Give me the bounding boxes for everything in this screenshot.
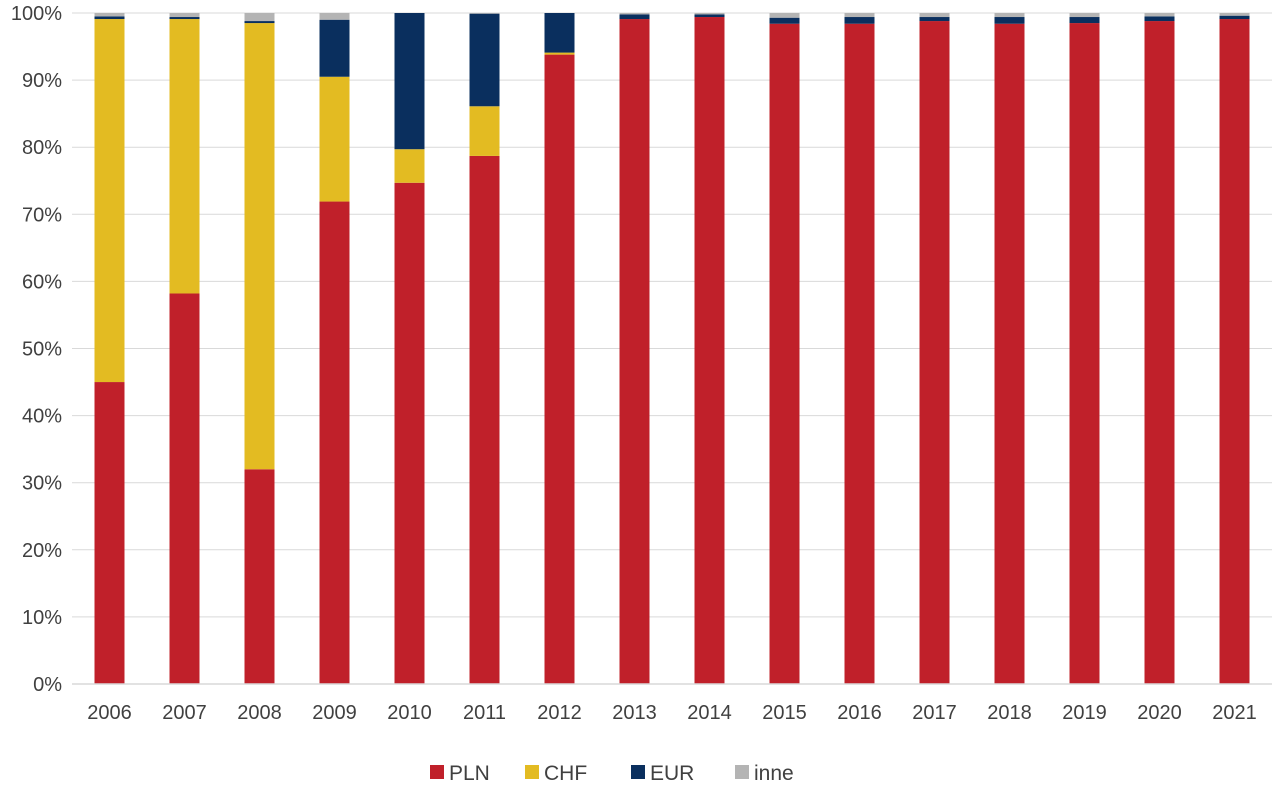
bar-segment-inne-2006 [94, 13, 125, 17]
bar-segment-pln-2020 [1144, 21, 1175, 684]
bar-segment-chf-2010 [394, 149, 425, 183]
bar-segment-eur-2010 [394, 13, 425, 150]
x-tick-label: 2021 [1212, 702, 1257, 724]
bar-segment-eur-2015 [769, 17, 800, 24]
bar-segment-pln-2018 [994, 23, 1025, 684]
legend-label-chf: CHF [544, 762, 587, 785]
x-tick-label: 2013 [612, 702, 657, 724]
bar-segment-eur-2019 [1069, 17, 1100, 24]
bar-segment-chf-2012 [544, 52, 575, 55]
bar-segment-chf-2011 [469, 106, 500, 156]
y-tick-label: 10% [22, 607, 62, 629]
bar-segment-inne-2019 [1069, 13, 1100, 18]
y-tick-label: 20% [22, 540, 62, 562]
y-tick-label: 40% [22, 406, 62, 428]
bar-segment-pln-2017 [919, 21, 950, 684]
x-tick-label: 2015 [762, 702, 807, 724]
legend-label-inne: inne [754, 762, 794, 785]
y-tick-label: 90% [22, 70, 62, 92]
bar-segment-inne-2009 [319, 13, 350, 20]
x-tick-label: 2020 [1137, 702, 1182, 724]
bar-segment-eur-2021 [1219, 15, 1250, 20]
bar-segment-pln-2009 [319, 201, 350, 684]
bar-segment-eur-2011 [469, 13, 500, 107]
bar-segment-eur-2013 [619, 14, 650, 20]
bar-segment-inne-2016 [844, 13, 875, 18]
y-axis: 0% 10% 20% 30% 40% 50% 60% 70% 80% 90% 100% [11, 3, 62, 696]
bar-segment-eur-2016 [844, 17, 875, 24]
bar-segment-eur-2014 [694, 14, 725, 18]
y-tick-label: 80% [22, 137, 62, 159]
bar-segment-inne-2014 [694, 13, 725, 15]
y-tick-label: 0% [33, 674, 62, 696]
bar-segment-inne-2008 [244, 13, 275, 22]
legend-swatch-pln [430, 765, 444, 779]
bar-segment-inne-2017 [919, 13, 950, 18]
bar-segment-pln-2012 [544, 54, 575, 685]
y-tick-label: 100% [11, 3, 62, 25]
legend-swatch-eur [631, 765, 645, 779]
legend-label-pln: PLN [449, 762, 490, 785]
bars [94, 13, 1250, 685]
x-axis: 2006 2007 2008 2009 2010 2011 2012 2013 2014 2015… [72, 683, 1272, 724]
x-tick-label: 2009 [312, 702, 357, 724]
bar-segment-chf-2008 [244, 23, 275, 470]
bar-segment-pln-2008 [244, 469, 275, 684]
y-tick-label: 70% [22, 204, 62, 226]
bar-segment-pln-2015 [769, 23, 800, 684]
bar-segment-pln-2011 [469, 155, 500, 685]
legend-label-eur: EUR [650, 762, 694, 785]
y-tick-label: 60% [22, 271, 62, 293]
bar-segment-eur-2009 [319, 19, 350, 77]
legend-swatch-inne [735, 765, 749, 779]
bar-segment-chf-2009 [319, 76, 350, 202]
bar-segment-eur-2006 [94, 16, 125, 20]
legend: PLN CHF EUR inne [430, 762, 794, 785]
x-tick-label: 2006 [87, 702, 132, 724]
bar-segment-pln-2019 [1069, 23, 1100, 684]
x-tick-label: 2017 [912, 702, 957, 724]
y-tick-label: 30% [22, 473, 62, 495]
x-tick-label: 2007 [162, 702, 207, 724]
bar-segment-pln-2014 [694, 17, 725, 684]
x-tick-label: 2008 [237, 702, 282, 724]
bar-segment-pln-2016 [844, 23, 875, 684]
bar-segment-pln-2010 [394, 182, 425, 684]
bar-segment-eur-2012 [544, 13, 575, 53]
bar-segment-eur-2020 [1144, 16, 1175, 22]
bar-segment-pln-2021 [1219, 19, 1250, 684]
y-tick-label: 50% [22, 339, 62, 361]
bar-segment-inne-2020 [1144, 13, 1175, 17]
x-tick-label: 2011 [463, 702, 506, 724]
bar-segment-pln-2007 [169, 293, 200, 684]
bar-segment-eur-2008 [244, 21, 275, 24]
bar-segment-eur-2017 [919, 17, 950, 22]
bar-segment-eur-2018 [994, 17, 1025, 24]
x-tick-label: 2016 [837, 702, 882, 724]
bar-segment-inne-2015 [769, 13, 800, 18]
bar-segment-inne-2021 [1219, 13, 1250, 16]
bar-segment-pln-2013 [619, 19, 650, 684]
x-tick-label: 2012 [537, 702, 582, 724]
bar-segment-chf-2007 [169, 19, 200, 294]
bar-segment-inne-2011 [469, 13, 500, 14]
bar-segment-inne-2013 [619, 13, 650, 15]
bar-segment-chf-2006 [94, 19, 125, 383]
bar-segment-pln-2006 [94, 382, 125, 684]
bar-segment-inne-2007 [169, 13, 200, 18]
bar-segment-eur-2007 [169, 17, 200, 20]
x-tick-label: 2014 [687, 702, 732, 724]
bar-segment-inne-2018 [994, 13, 1025, 18]
x-tick-label: 2018 [987, 702, 1032, 724]
x-tick-label: 2010 [387, 702, 432, 724]
legend-swatch-chf [525, 765, 539, 779]
x-tick-label: 2019 [1062, 702, 1107, 724]
